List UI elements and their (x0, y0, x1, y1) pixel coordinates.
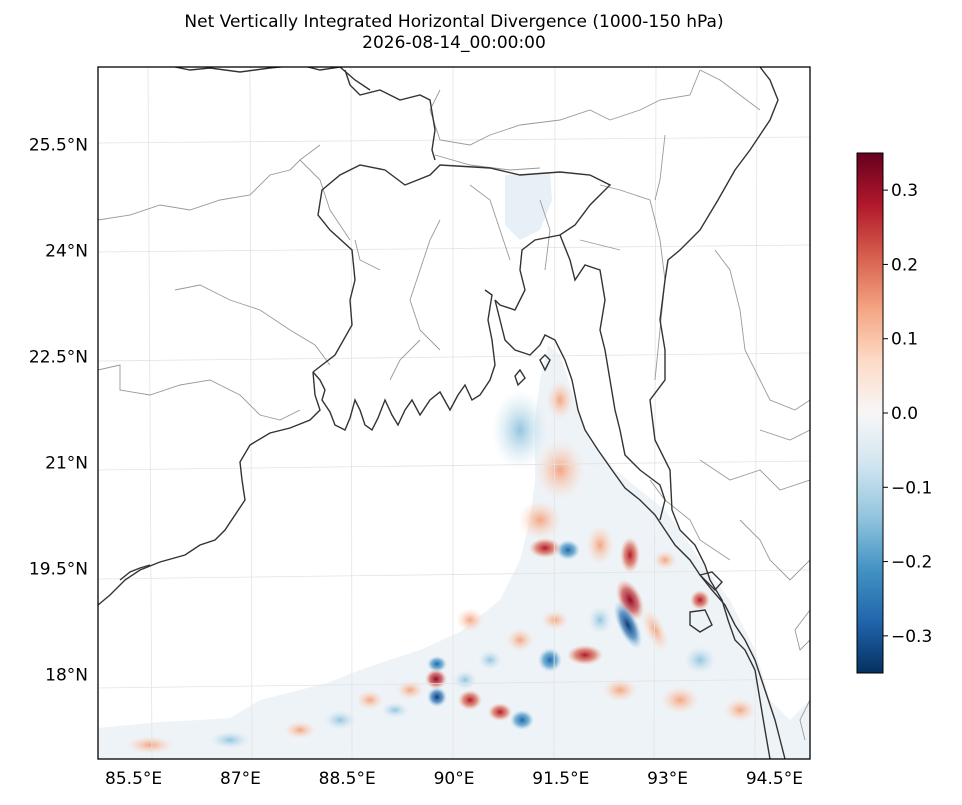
india-coast-west-stub (119, 564, 151, 581)
bangladesh-east-border (559, 234, 666, 521)
colorbar-tick-label: 0.2 (891, 255, 918, 275)
lon-tick-label: 91.5°E (532, 769, 589, 789)
lon-tick-label: 85.5°E (105, 769, 162, 789)
sundarbans-coast (312, 289, 496, 432)
field-blobs (126, 380, 756, 754)
bangladesh-west-border (312, 164, 612, 373)
admin-borders (98, 69, 810, 741)
myanmar-border (649, 67, 779, 531)
colorbar-gradient (856, 152, 884, 674)
colorbar-tick-label: −0.2 (891, 553, 932, 573)
coast-islands (514, 354, 723, 633)
colorbar-ticks: 0.3 0.2 0.1 0.0 −0.1 −0.2 −0.3 (883, 181, 932, 647)
lon-tick-label: 93°E (647, 769, 688, 789)
lat-tick-label: 24°N (45, 242, 88, 262)
gridlines (98, 67, 810, 759)
lon-tick-labels: 85.5°E 87°E 88.5°E 90°E 91.5°E 93°E 94.5°E (105, 769, 803, 789)
map-title-line2: 2026-08-14_00:00:00 (362, 33, 546, 53)
lat-tick-label: 18°N (45, 665, 88, 685)
field-domain (98, 345, 810, 759)
lon-tick-label: 94.5°E (746, 769, 803, 789)
india-bhutan-border (344, 69, 436, 161)
meghna-estuary (494, 299, 786, 759)
divergence-field (98, 172, 810, 759)
colorbar-tick-label: −0.1 (891, 478, 932, 498)
colorbar-tick-label: 0.0 (891, 404, 918, 424)
plot-frame (97, 66, 811, 760)
lat-tick-labels: 25.5°N 24°N 22.5°N 21°N 19.5°N 18°N (29, 136, 88, 686)
lat-tick-label: 22.5°N (29, 348, 88, 368)
lon-tick-label: 88.5°E (319, 769, 376, 789)
colorbar: 0.3 0.2 0.1 0.0 −0.1 −0.2 −0.3 (856, 152, 932, 674)
lat-tick-label: 25.5°N (29, 136, 88, 156)
india-coast-east (98, 371, 321, 606)
map-title-line1: Net Vertically Integrated Horizontal Div… (184, 12, 724, 32)
colorbar-tick-label: 0.3 (891, 181, 918, 201)
lat-tick-label: 19.5°N (29, 559, 88, 579)
india-nepal-border (174, 67, 371, 91)
colorbar-tick-label: 0.1 (891, 330, 918, 350)
map-title: Net Vertically Integrated Horizontal Div… (98, 12, 810, 54)
rakhine-coast (679, 529, 771, 759)
colorbar-tick-label: −0.3 (891, 627, 932, 647)
lon-tick-label: 87°E (220, 769, 261, 789)
field-patch-north (505, 172, 552, 240)
lon-tick-label: 90°E (434, 769, 475, 789)
coastlines (98, 67, 786, 759)
lat-tick-label: 21°N (45, 453, 88, 473)
